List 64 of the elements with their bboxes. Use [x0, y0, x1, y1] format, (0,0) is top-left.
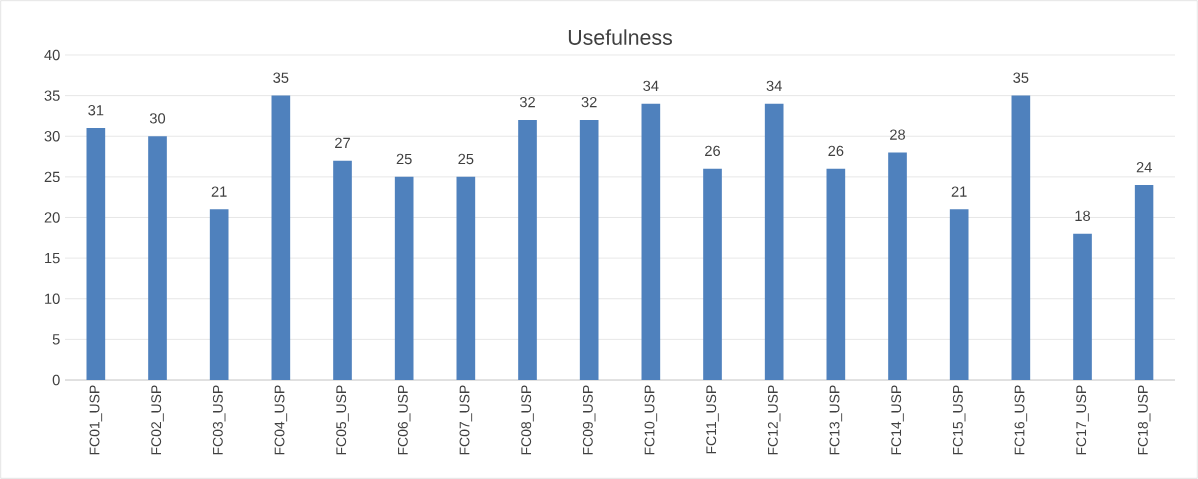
- x-tick-label: FC12_USP: [767, 385, 781, 455]
- y-tick-label: 0: [52, 374, 60, 386]
- data-label: 35: [273, 72, 289, 83]
- x-tick-label: FC10_USP: [644, 385, 658, 455]
- data-label: 26: [705, 145, 721, 157]
- data-label: 32: [581, 96, 597, 108]
- bar: [271, 95, 291, 380]
- x-tick-label: FC03_USP: [212, 385, 226, 455]
- data-label: 32: [519, 96, 535, 108]
- data-label: 26: [828, 145, 844, 157]
- data-label: 25: [396, 153, 412, 165]
- x-tick-label: FC07_USP: [459, 385, 473, 455]
- data-label: 21: [951, 186, 967, 197]
- x-tick-label: FC06_USP: [397, 385, 411, 455]
- data-label: 28: [890, 129, 906, 140]
- x-tick-label: FC08_USP: [521, 385, 534, 455]
- x-tick-label: FC04_USP: [274, 385, 288, 455]
- bar: [1011, 95, 1031, 380]
- bar: [949, 209, 969, 380]
- bar: [888, 152, 907, 380]
- x-tick-label: FC11_USP: [706, 385, 719, 454]
- data-label: 34: [643, 80, 659, 92]
- y-tick-label: 10: [45, 293, 60, 304]
- x-tick-label: FC09_USP: [582, 385, 596, 455]
- bar: [641, 103, 661, 380]
- y-tick-label: 35: [44, 90, 60, 101]
- bar: [579, 120, 599, 380]
- data-label: 35: [1013, 72, 1029, 83]
- data-label: 24: [1136, 162, 1152, 173]
- data-label: 27: [335, 137, 350, 148]
- bar: [394, 176, 414, 380]
- bar: [703, 168, 722, 380]
- x-tick-label: FC16_USP: [1014, 385, 1028, 455]
- bar: [86, 128, 106, 380]
- data-label: 31: [88, 105, 104, 116]
- bar: [764, 103, 784, 380]
- x-tick-label: FC05_USP: [336, 385, 349, 455]
- x-tick-label: FC01_USP: [89, 385, 103, 455]
- data-label: 30: [149, 113, 166, 124]
- x-tick-label: FC13_USP: [829, 385, 843, 455]
- y-tick-label: 40: [44, 49, 60, 61]
- x-tick-label: FC17_USP: [1076, 385, 1089, 455]
- y-tick-label: 20: [44, 212, 60, 223]
- bar: [148, 136, 167, 380]
- y-tick-label: 30: [44, 131, 60, 142]
- bar: [333, 160, 352, 380]
- y-tick-label: 15: [45, 253, 60, 264]
- data-label: 25: [458, 153, 474, 165]
- data-label: 18: [1075, 210, 1091, 222]
- x-tick-label: FC02_USP: [151, 385, 164, 455]
- y-tick-label: 25: [44, 171, 60, 183]
- y-tick-label: 5: [52, 334, 60, 345]
- x-tick-label: FC15_USP: [952, 385, 966, 455]
- x-tick-label: FC14_USP: [891, 385, 904, 455]
- chart-title: Usefulness: [568, 29, 672, 45]
- data-label: 34: [766, 80, 782, 92]
- data-label: 21: [211, 186, 227, 197]
- bar: [826, 168, 846, 380]
- bar: [456, 176, 476, 380]
- bar: [1073, 233, 1092, 380]
- bar: [518, 120, 537, 380]
- bar: [1134, 185, 1154, 380]
- bar: [209, 209, 229, 380]
- x-tick-label: FC18_USP: [1137, 385, 1151, 455]
